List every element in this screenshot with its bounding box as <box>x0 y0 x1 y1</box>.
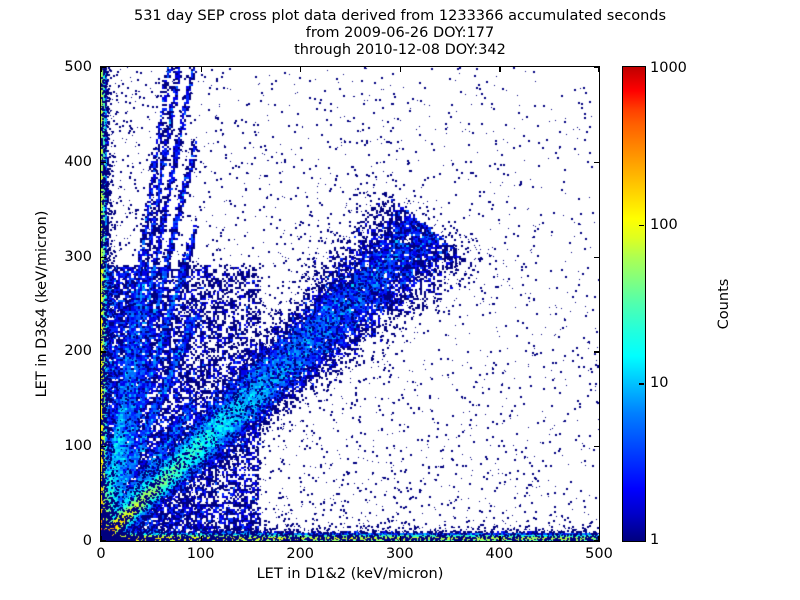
x-tick-mark <box>300 536 302 541</box>
plot-area <box>100 66 600 542</box>
y-tick-mark <box>594 67 599 69</box>
y-tick-mark <box>594 351 599 353</box>
y-tick-label: 500 <box>64 59 92 75</box>
colorbar-tick-label: 100 <box>650 216 678 233</box>
colorbar-title: Counts <box>716 278 732 330</box>
colorbar-tick-label: 1000 <box>650 60 687 76</box>
x-tick-mark <box>300 67 302 72</box>
y-tick-label: 300 <box>64 248 92 265</box>
chart-title-line-1: 531 day SEP cross plot data derived from… <box>133 8 667 24</box>
colorbar-tick-mark <box>639 224 644 226</box>
x-tick-mark <box>200 67 202 72</box>
y-tick-mark <box>101 256 106 258</box>
y-tick-mark <box>594 256 599 258</box>
y-tick-label: 400 <box>64 153 92 170</box>
y-tick-label: 0 <box>82 533 92 549</box>
chart-title-line-2: from 2009-06-26 DOY:177 <box>305 25 495 41</box>
x-tick-mark <box>499 67 501 72</box>
x-tick-mark <box>101 67 103 72</box>
scatter-heatmap-canvas <box>101 67 599 541</box>
x-tick-mark <box>399 67 401 72</box>
y-axis-title: LET in D3&4 (keV/micron) <box>34 210 50 398</box>
y-tick-mark <box>101 351 106 353</box>
colorbar-tick-mark <box>639 383 644 385</box>
x-tick-label: 300 <box>385 546 414 562</box>
y-tick-mark <box>101 540 106 541</box>
y-tick-mark <box>594 161 599 163</box>
x-tick-label: 200 <box>286 546 315 562</box>
chart-title-line-3: through 2010-12-08 DOY:342 <box>294 42 506 58</box>
x-tick-label: 0 <box>96 546 106 562</box>
y-tick-mark <box>101 446 106 448</box>
x-tick-mark <box>499 536 501 541</box>
x-tick-mark <box>101 536 103 541</box>
y-tick-label: 200 <box>64 343 92 360</box>
x-tick-label: 500 <box>585 546 613 562</box>
x-tick-mark <box>399 536 401 541</box>
x-tick-mark <box>598 536 599 541</box>
x-tick-mark <box>200 536 202 541</box>
x-tick-mark <box>598 67 599 72</box>
colorbar-gradient <box>622 66 646 542</box>
y-tick-mark <box>594 446 599 448</box>
y-tick-mark <box>101 67 106 69</box>
x-tick-label: 100 <box>186 546 215 562</box>
colorbar <box>622 66 646 542</box>
chart-title-block: 531 day SEP cross plot data derived from… <box>0 8 800 59</box>
colorbar-tick-label: 10 <box>650 375 669 392</box>
colorbar-tick-label: 1 <box>650 532 660 548</box>
x-tick-label: 400 <box>485 546 514 562</box>
x-axis-title: LET in D1&2 (keV/micron) <box>256 566 444 582</box>
y-tick-mark <box>101 161 106 163</box>
y-tick-label: 100 <box>64 438 92 455</box>
y-tick-mark <box>594 540 599 541</box>
